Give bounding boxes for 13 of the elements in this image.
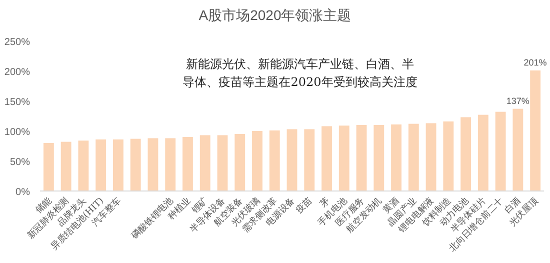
chart-title: A股市场2020年领涨主题	[198, 7, 352, 23]
y-tick-label: 250%	[4, 37, 30, 48]
data-label: 201%	[524, 57, 547, 68]
annotation: 导体、疫苗等主题在2020年受到较高关注度	[182, 75, 418, 89]
y-tick-label: 150%	[4, 97, 30, 108]
data-label: 137%	[506, 96, 530, 106]
annotation: 新能源光伏、新能源汽车产业链、白酒、半	[186, 57, 414, 71]
y-tick-label: 100%	[4, 127, 30, 138]
x-tick-label: 茅	[318, 195, 332, 210]
y-tick-label: 50%	[10, 157, 30, 168]
y-tick-label: 200%	[4, 67, 30, 78]
y-tick-label: 0%	[16, 187, 30, 198]
x-tick-label: 疫苗	[294, 195, 314, 216]
